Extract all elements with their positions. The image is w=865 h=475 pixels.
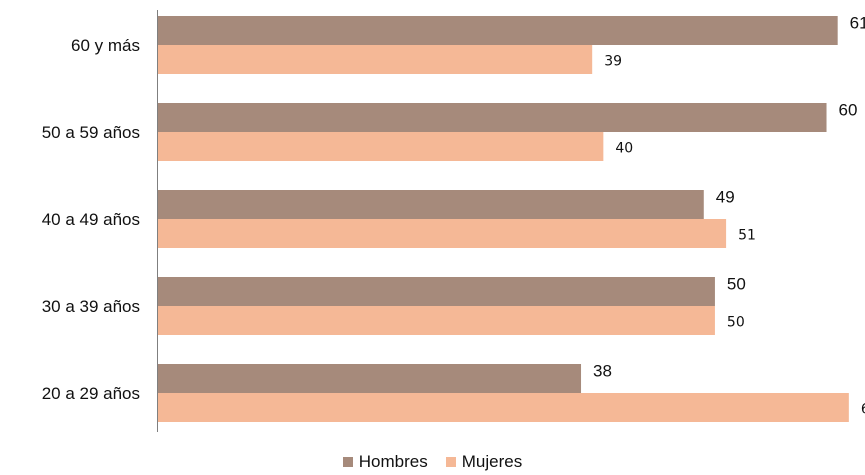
- legend-label-hombres: Hombres: [358, 452, 428, 471]
- bar-chart: 61 39 60 y más 60 40 50 a 59 años 49 51 40 a 49 …: [42, 10, 865, 432]
- bar-hombres-30-a-39-anos: [157, 277, 715, 306]
- bar-hombres-40-a-49-anos: [157, 190, 704, 219]
- data-label-hombres-60-y-mas: 61: [850, 14, 865, 33]
- legend-label-mujeres: Mujeres: [461, 452, 523, 471]
- data-label-hombres-30-a-39-anos: 50: [727, 275, 746, 294]
- data-label-hombres-20-a-29-anos: 38: [593, 362, 612, 381]
- data-label-mujeres-40-a-49-anos: 51: [738, 228, 756, 244]
- bar-hombres-60-y-mas: [157, 16, 838, 45]
- legend-swatch-hombres: [342, 457, 353, 467]
- bar-mujeres-40-a-49-anos: [157, 219, 727, 248]
- category-label-20-a-29-anos: 20 a 29 años: [42, 384, 140, 403]
- data-label-mujeres-60-y-mas: 39: [604, 54, 622, 70]
- data-label-hombres-50-a-59-anos: 60: [839, 101, 858, 120]
- data-label-mujeres-30-a-39-anos: 50: [727, 315, 745, 331]
- category-label-30-a-39-anos: 30 a 39 años: [42, 297, 140, 316]
- legend-swatch-mujeres: [445, 457, 456, 467]
- bar-mujeres-60-y-mas: [157, 45, 593, 74]
- legend-item-hombres: Hombres: [342, 452, 428, 472]
- data-label-mujeres-50-a-59-anos: 40: [615, 141, 633, 157]
- bar-mujeres-30-a-39-anos: [157, 306, 715, 335]
- data-label-hombres-40-a-49-anos: 49: [716, 188, 735, 207]
- category-label-40-a-49-anos: 40 a 49 años: [42, 210, 140, 229]
- bar-mujeres-20-a-29-anos: [157, 393, 849, 422]
- category-label-60-y-mas: 60 y más: [71, 36, 140, 55]
- bar-hombres-20-a-29-anos: [157, 364, 582, 393]
- legend-item-mujeres: Mujeres: [445, 452, 523, 472]
- data-label-mujeres-20-a-29-anos: 62: [861, 402, 865, 418]
- bar-mujeres-50-a-59-anos: [157, 132, 604, 161]
- legend: Hombres Mujeres: [0, 452, 865, 472]
- bar-hombres-50-a-59-anos: [157, 103, 827, 132]
- category-label-50-a-59-anos: 50 a 59 años: [42, 123, 140, 142]
